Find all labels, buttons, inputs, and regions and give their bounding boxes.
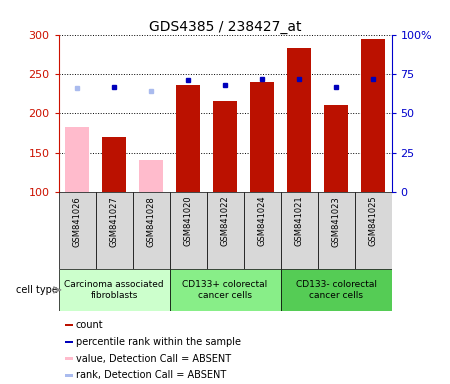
Bar (176, 85, 200, 192)
Bar (65, 341, 73, 343)
Text: GSM841027: GSM841027 (109, 196, 118, 247)
Bar (213, 101, 237, 192)
Text: GSM841022: GSM841022 (220, 196, 230, 247)
Bar (65, 324, 73, 326)
Bar (170, 192, 207, 269)
Bar (58, 269, 170, 311)
Text: count: count (76, 320, 104, 330)
Bar (355, 192, 392, 269)
Bar (58, 192, 95, 269)
Bar (95, 192, 132, 269)
Text: GSM841025: GSM841025 (369, 196, 378, 247)
Text: Carcinoma associated
fibroblasts: Carcinoma associated fibroblasts (64, 280, 164, 300)
Bar (132, 192, 170, 269)
Bar (170, 269, 280, 311)
Text: CD133- colorectal
cancer cells: CD133- colorectal cancer cells (296, 280, 377, 300)
Text: percentile rank within the sample: percentile rank within the sample (76, 337, 241, 347)
Bar (287, 48, 311, 192)
Bar (207, 192, 243, 269)
Text: GSM841024: GSM841024 (257, 196, 266, 247)
Text: GSM841021: GSM841021 (294, 196, 303, 247)
Text: GSM841020: GSM841020 (184, 196, 193, 247)
Text: cell type: cell type (16, 285, 58, 295)
Text: GSM841026: GSM841026 (72, 196, 81, 247)
Bar (324, 106, 348, 192)
Bar (65, 374, 73, 377)
Bar (65, 127, 89, 192)
Text: CD133+ colorectal
cancer cells: CD133+ colorectal cancer cells (182, 280, 268, 300)
Bar (318, 192, 355, 269)
Title: GDS4385 / 238427_at: GDS4385 / 238427_at (149, 20, 301, 33)
Bar (280, 192, 318, 269)
Bar (65, 357, 73, 360)
Text: rank, Detection Call = ABSENT: rank, Detection Call = ABSENT (76, 371, 226, 381)
Bar (139, 160, 163, 192)
Bar (280, 269, 392, 311)
Bar (250, 82, 274, 192)
Bar (243, 192, 280, 269)
Bar (102, 137, 126, 192)
Text: GSM841023: GSM841023 (332, 196, 341, 247)
Text: value, Detection Call = ABSENT: value, Detection Call = ABSENT (76, 354, 231, 364)
Bar (361, 39, 385, 192)
Text: GSM841028: GSM841028 (147, 196, 156, 247)
